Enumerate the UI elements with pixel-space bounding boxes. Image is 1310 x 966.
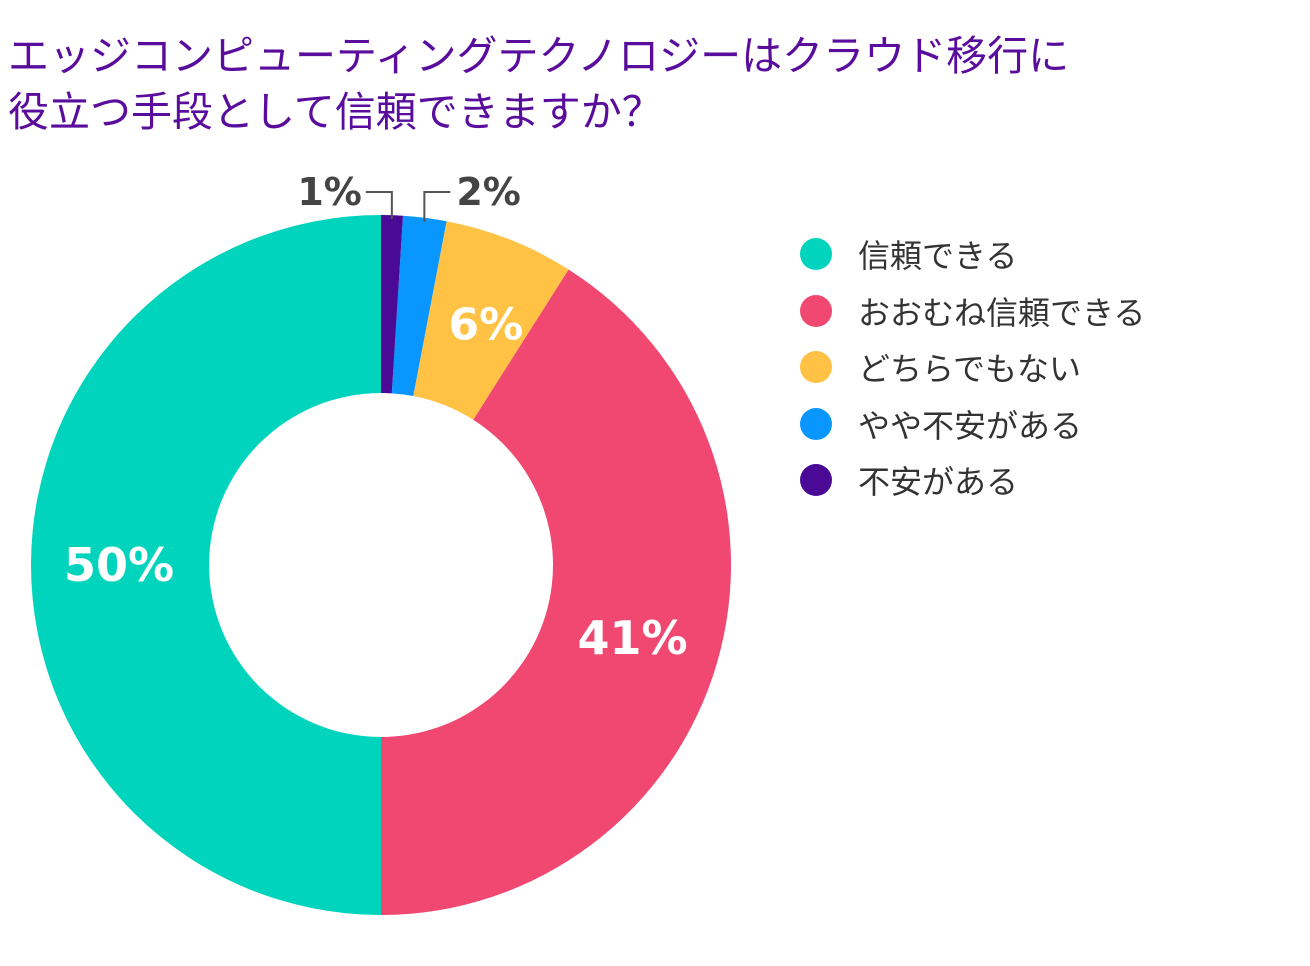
legend-swatch-trust — [800, 238, 832, 271]
data-label-trust: 50% — [64, 538, 174, 592]
legend-item-trust: 信頼できる — [800, 226, 1145, 283]
legend-swatch-neutral — [800, 351, 832, 384]
data-label-neutral: 6% — [449, 299, 524, 350]
slice-trust — [31, 215, 381, 915]
legend-label-trust: 信頼できる — [858, 237, 1018, 276]
legend-swatch-mostly-trust — [800, 294, 832, 327]
chart-legend: 信頼できる おおむね信頼できる どちらでもない やや不安がある 不安がある — [800, 226, 1145, 509]
legend-item-concerned: 不安がある — [800, 452, 1145, 509]
legend-swatch-somewhat-concerned — [800, 407, 832, 440]
data-label-concerned: 1% — [297, 170, 362, 214]
legend-swatch-concerned — [800, 464, 832, 497]
chart-title: エッジコンピューティングテクノロジーはクラウド移行に 役立つ手段として信頼できま… — [8, 28, 1298, 140]
legend-item-somewhat-concerned: やや不安がある — [800, 396, 1145, 453]
legend-item-neutral: どちらでもない — [800, 339, 1145, 396]
slice-somewhat-concerned — [391, 215, 447, 397]
legend-label-concerned: 不安がある — [858, 463, 1019, 502]
data-label-mostly-trust: 41% — [578, 611, 688, 665]
legend-label-mostly-trust: おおむね信頼できる — [858, 293, 1146, 332]
slice-concerned — [381, 215, 403, 394]
slice-neutral — [413, 221, 569, 420]
leader-line-concerned — [365, 191, 393, 220]
legend-label-somewhat-concerned: やや不安がある — [858, 406, 1083, 445]
slice-mostly-trust — [381, 269, 731, 915]
leader-line-somewhat-concerned — [423, 191, 451, 222]
chart-title-line-2: 役立つ手段として信頼できますか？ — [8, 88, 663, 136]
legend-item-mostly-trust: おおむね信頼できる — [800, 283, 1145, 340]
legend-label-neutral: どちらでもない — [858, 350, 1082, 389]
data-label-somewhat-concerned: 2% — [456, 170, 521, 214]
chart-title-line-1: エッジコンピューティングテクノロジーはクラウド移行に — [8, 32, 1070, 80]
